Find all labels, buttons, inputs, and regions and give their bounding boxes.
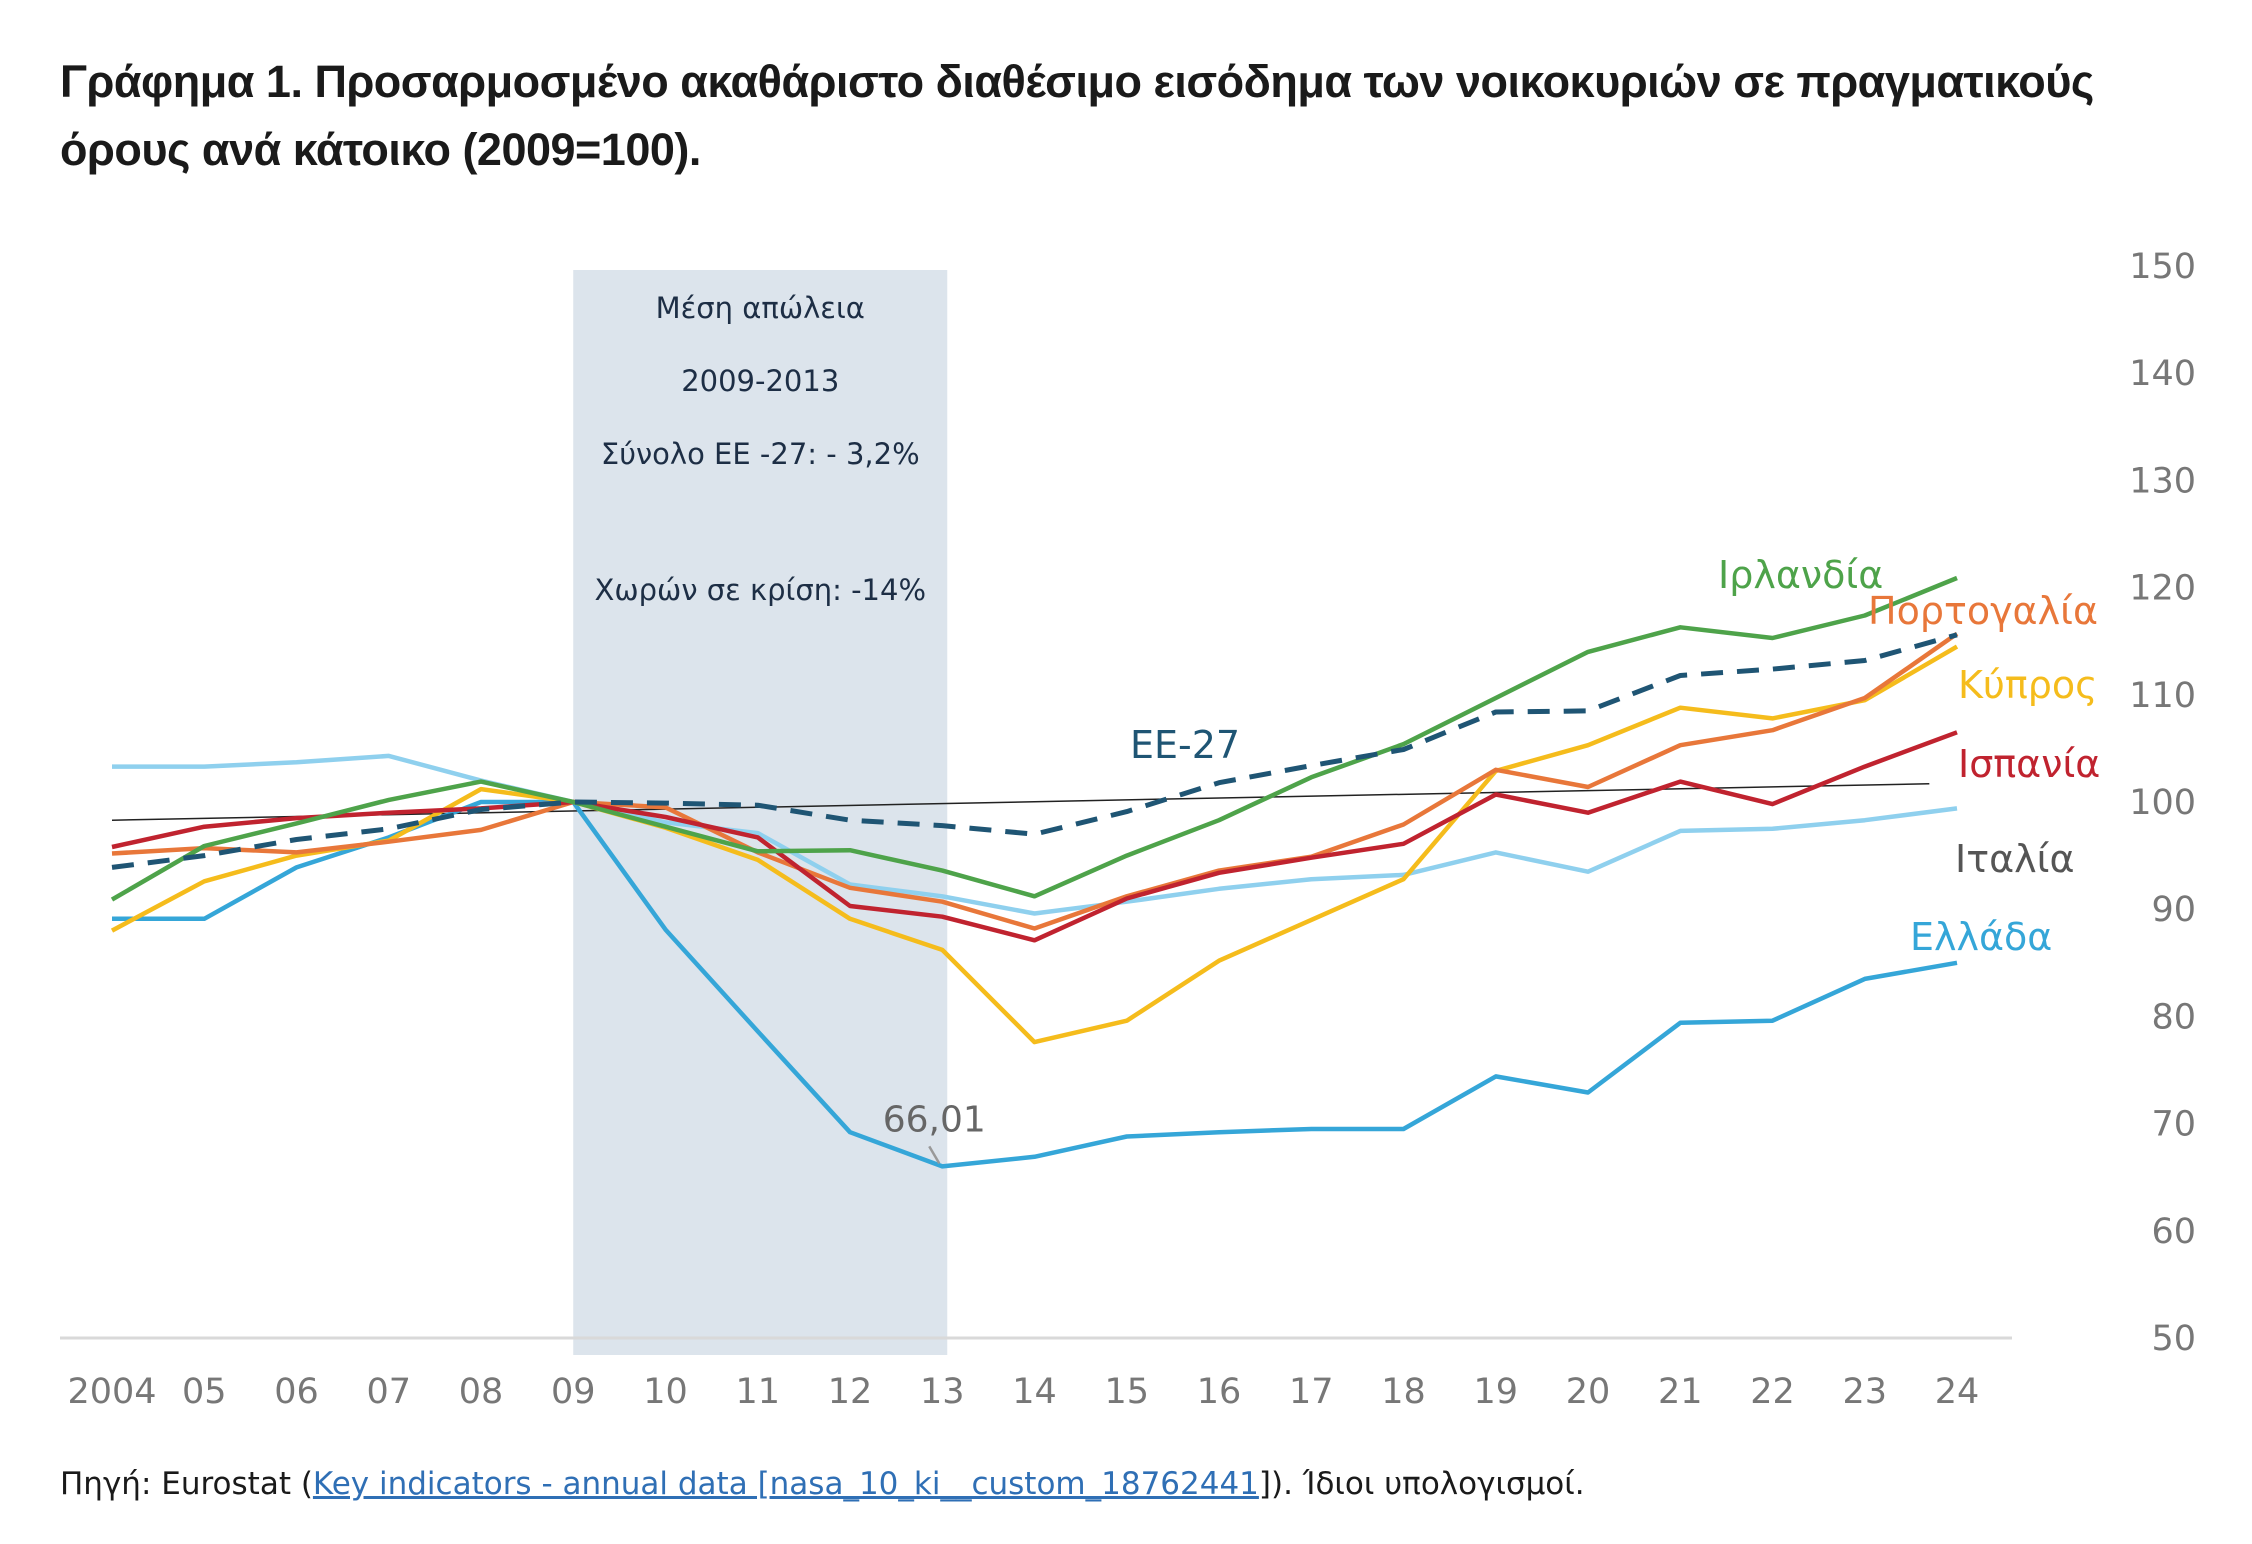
series-label: Ιρλανδία bbox=[1718, 553, 1883, 597]
y-tick-label: 150 bbox=[2129, 247, 2196, 287]
axis-layer: 2004 05 06 07 08 09 10 11 12 13 14 15 16 17 18 19 20 21 22… bbox=[60, 247, 2196, 1412]
series-label: Ισπανία bbox=[1958, 742, 2100, 786]
series-label: Κύπρος bbox=[1958, 663, 2097, 707]
y-tick-label: 140 bbox=[2129, 354, 2196, 394]
x-tick-label: 05 bbox=[182, 1372, 227, 1412]
series-line bbox=[112, 799, 1958, 1169]
series-line bbox=[111, 730, 1958, 943]
series-line bbox=[110, 644, 1959, 1045]
series-label: Ιταλία bbox=[1955, 837, 2075, 881]
x-tick-label: 14 bbox=[1012, 1372, 1057, 1412]
shaded-region-text: Χωρών σε κρίση: -14% bbox=[594, 573, 926, 607]
x-tick-label: 15 bbox=[1104, 1372, 1149, 1412]
series-line bbox=[111, 632, 1958, 870]
x-tick-label: 23 bbox=[1842, 1372, 1887, 1412]
y-tick-label: 70 bbox=[2151, 1105, 2196, 1145]
series-label: Ελλάδα bbox=[1910, 915, 2052, 959]
x-tick-label: 11 bbox=[735, 1372, 780, 1412]
series-layer bbox=[110, 575, 1959, 1169]
source-prefix: Πηγή: Eurostat ( bbox=[60, 1466, 313, 1502]
shaded-region-text: Μέση απώλεια bbox=[656, 291, 865, 325]
series-line bbox=[112, 753, 1958, 916]
x-tick-label: 18 bbox=[1381, 1372, 1426, 1412]
shaded-region-text: Σύνολο ΕΕ -27: - 3,2% bbox=[601, 437, 920, 471]
y-tick-label: 80 bbox=[2151, 997, 2196, 1037]
source-link[interactable]: Key indicators - annual data [nasa_10_ki… bbox=[312, 1466, 1259, 1502]
series-label: ΕΕ-27 bbox=[1130, 723, 1240, 767]
x-tick-label: 17 bbox=[1289, 1372, 1334, 1412]
x-tick-label: 10 bbox=[643, 1372, 688, 1412]
trend-line-layer bbox=[111, 783, 1930, 821]
y-tick-label: 100 bbox=[2129, 783, 2196, 823]
x-tick-label: 16 bbox=[1197, 1372, 1242, 1412]
series-line bbox=[110, 575, 1958, 902]
x-tick-label: 20 bbox=[1566, 1372, 1611, 1412]
series-line bbox=[111, 631, 1959, 931]
x-tick-label: 22 bbox=[1750, 1372, 1795, 1412]
y-tick-label: 120 bbox=[2129, 569, 2196, 609]
y-tick-label: 110 bbox=[2129, 676, 2196, 716]
x-tick-label: 19 bbox=[1473, 1372, 1518, 1412]
chart-title: Γράφημα 1. Προσαρμοσμένο ακαθάριστο διαθ… bbox=[60, 56, 2094, 175]
x-tick-label: 08 bbox=[459, 1372, 504, 1412]
source-note: Πηγή: Eurostat (Key indicators - annual … bbox=[60, 1466, 1585, 1502]
x-tick-label: 06 bbox=[274, 1372, 319, 1412]
trend-line bbox=[111, 783, 1930, 821]
x-tick-label: 24 bbox=[1935, 1372, 1980, 1412]
shaded-region-text: 2009-2013 bbox=[681, 364, 839, 398]
x-tick-label: 13 bbox=[920, 1372, 965, 1412]
y-tick-label: 50 bbox=[2151, 1319, 2196, 1359]
y-tick-label: 130 bbox=[2129, 461, 2196, 501]
x-tick-label: 2004 bbox=[67, 1372, 156, 1412]
series-label: Πορτογαλία bbox=[1868, 589, 2098, 633]
x-tick-label: 09 bbox=[551, 1372, 596, 1412]
annotation-layer: 66,01 bbox=[883, 1099, 986, 1165]
annotation-leader bbox=[928, 1145, 941, 1165]
x-tick-label: 12 bbox=[828, 1372, 873, 1412]
annotation-label: 66,01 bbox=[883, 1099, 986, 1140]
y-tick-label: 60 bbox=[2151, 1212, 2196, 1252]
x-tick-label: 07 bbox=[366, 1372, 411, 1412]
x-tick-label: 21 bbox=[1658, 1372, 1703, 1412]
source-suffix: ]). Ίδιοι υπολογισμοί. bbox=[1258, 1466, 1585, 1502]
y-tick-label: 90 bbox=[2151, 890, 2196, 930]
